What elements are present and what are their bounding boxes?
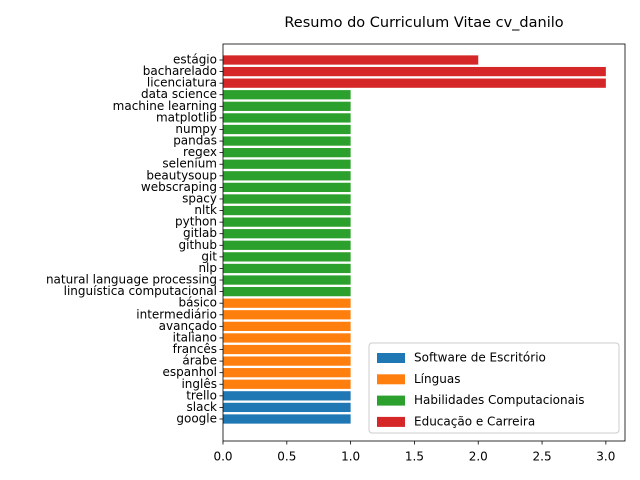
x-tick-label: 2.0	[469, 450, 488, 464]
y-tick-label: beautysoup	[146, 168, 217, 182]
y-tick-label: selenium	[162, 157, 217, 171]
legend-swatch	[377, 416, 405, 427]
bar	[223, 356, 351, 366]
bar	[223, 252, 351, 262]
bar	[223, 286, 351, 297]
legend-swatch	[377, 374, 405, 385]
bar	[223, 368, 351, 378]
y-tick-label: bacharelado	[143, 64, 217, 78]
y-tick-label: webscraping	[141, 180, 217, 194]
y-tick-label: italiano	[173, 330, 217, 344]
y-tick-label: estágio	[173, 53, 217, 67]
y-tick-label: gitlab	[183, 226, 217, 240]
bar	[223, 124, 351, 135]
x-tick-label: 1.5	[405, 450, 424, 464]
bar	[223, 205, 351, 216]
bar	[223, 136, 351, 146]
y-tick-label: regex	[183, 145, 217, 159]
bar	[223, 414, 351, 424]
y-tick-label: inglês	[181, 377, 217, 391]
y-tick-label: espanhol	[163, 365, 218, 379]
bar	[223, 90, 351, 100]
bar	[223, 263, 351, 274]
y-tick-label: github	[179, 238, 217, 252]
y-tick-label: numpy	[175, 122, 217, 136]
legend-label: Línguas	[414, 372, 460, 386]
bar	[223, 171, 351, 181]
x-tick-label: 0.0	[213, 450, 232, 464]
y-tick-label: google	[176, 412, 217, 426]
bar	[223, 402, 351, 413]
bar	[223, 229, 351, 239]
plot-frame	[222, 43, 626, 442]
x-tick-label: 1.0	[341, 450, 360, 464]
bar	[223, 66, 606, 77]
chart-title: Resumo do Curriculum Vitae cv_danilo	[284, 15, 563, 31]
legend-label: Educação e Carreira	[414, 414, 535, 428]
bar	[223, 78, 606, 88]
bar	[223, 159, 351, 169]
bar	[223, 101, 351, 111]
y-tick-label: francês	[173, 342, 217, 356]
y-tick-label: intermediário	[136, 307, 217, 321]
y-tick-label: básico	[179, 296, 218, 310]
y-tick-label: python	[175, 215, 217, 229]
bar	[223, 310, 351, 320]
bar	[223, 344, 351, 355]
bar	[223, 333, 351, 343]
bar	[223, 298, 351, 308]
legend-label: Habilidades Computacionais	[414, 393, 585, 407]
y-tick-label: licenciatura	[147, 76, 217, 90]
x-tick-label: 0.5	[277, 450, 296, 464]
bar	[223, 217, 351, 227]
bar	[223, 391, 351, 401]
y-tick-label: árabe	[182, 354, 217, 368]
bar	[223, 240, 351, 250]
y-tick-label: matplotlib	[156, 110, 217, 124]
y-tick-label: nltk	[194, 203, 217, 217]
y-tick-label: natural language processing	[46, 273, 217, 287]
bar	[223, 321, 351, 331]
bar	[223, 379, 351, 389]
y-tick-label: nlp	[198, 261, 217, 275]
y-tick-label: spacy	[182, 191, 217, 205]
bar	[223, 148, 351, 158]
bar	[223, 182, 351, 193]
y-tick-label: trello	[186, 388, 217, 402]
x-tick-label: 3.0	[596, 450, 615, 464]
y-tick-label: linguística computacional	[64, 284, 217, 298]
bar	[223, 113, 351, 123]
y-tick-label: machine learning	[113, 99, 217, 113]
legend-swatch	[377, 353, 405, 363]
legend-label: Software de Escritório	[414, 351, 546, 365]
legend-box	[368, 342, 620, 434]
y-tick-label: data science	[141, 87, 217, 101]
y-tick-label: slack	[187, 400, 218, 414]
bar	[223, 194, 351, 204]
y-tick-label: git	[201, 249, 217, 263]
bar	[223, 55, 479, 65]
y-tick-label: pandas	[173, 134, 217, 148]
x-tick-label: 2.5	[533, 450, 552, 464]
legend-swatch	[377, 395, 405, 406]
y-tick-label: avançado	[159, 319, 217, 333]
bar	[223, 275, 351, 285]
